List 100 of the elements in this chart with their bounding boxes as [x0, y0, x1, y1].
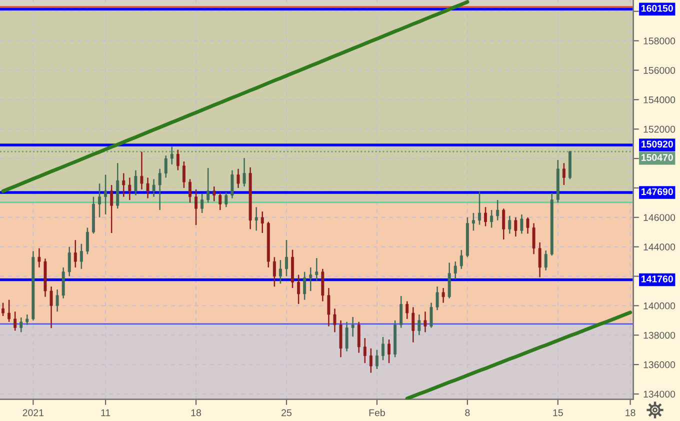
candlestick: [164, 154, 168, 178]
candlestick: [514, 216, 518, 238]
candlestick: [496, 199, 500, 221]
x-tick-label: Feb: [369, 409, 385, 416]
candlestick: [303, 271, 306, 300]
line-series: [405, 310, 632, 400]
candlestick: [200, 193, 204, 214]
x-tick-label: 18: [626, 409, 636, 416]
candlestick: [357, 321, 360, 354]
x-tick-label: 25: [282, 409, 292, 416]
candlestick: [272, 256, 276, 288]
candlestick: [309, 266, 312, 292]
candlestick: [74, 239, 77, 268]
ref-line-label: 160150: [642, 4, 673, 12]
candlestick: [230, 170, 234, 199]
candlestick: [152, 178, 156, 198]
candlestick: [538, 242, 542, 278]
candlestick: [62, 266, 65, 299]
candlestick: [224, 192, 228, 208]
candlestick: [170, 146, 174, 166]
candlestick: [110, 184, 114, 234]
candlestick: [8, 299, 11, 323]
candlestick: [254, 206, 258, 232]
y-tick-label: 136000: [644, 361, 676, 368]
candlestick: [345, 321, 348, 352]
candlestick: [351, 316, 354, 338]
candlestick: [333, 308, 336, 333]
candlestick: [436, 286, 439, 311]
candlestick: [104, 174, 108, 216]
candlestick: [400, 295, 403, 328]
y-tick-label: 144000: [644, 244, 676, 250]
candlestick: [484, 206, 488, 227]
candlestick: [218, 192, 222, 211]
candlestick: [14, 310, 17, 332]
ref-line-label: 150470: [642, 154, 673, 161]
candlestick: [454, 260, 457, 280]
candlestick: [122, 172, 126, 198]
candlestick: [134, 170, 138, 196]
candlestick: [140, 151, 144, 190]
candlestick: [297, 274, 300, 305]
candlestick: [460, 249, 463, 270]
candlestick: [430, 302, 433, 328]
candlestick: [188, 178, 192, 204]
candlestick: [363, 337, 366, 364]
candlestick: [375, 349, 378, 370]
candlestick: [321, 268, 324, 302]
candlestick: [490, 209, 494, 228]
candlestick: [176, 149, 180, 171]
candlestick: [532, 222, 536, 255]
candlestick: [260, 210, 264, 234]
candlestick: [544, 250, 548, 271]
candlestick: [236, 168, 240, 189]
candlestick: [418, 314, 421, 336]
line-series: [1, 0, 470, 193]
candlestick: [315, 258, 318, 282]
candlestick: [2, 302, 4, 317]
candlestick: [339, 320, 342, 358]
x-tick-label: 2021: [22, 409, 44, 416]
candlestick: [382, 336, 384, 361]
ref-line-label: 147690: [642, 188, 673, 196]
candlestick: [20, 316, 23, 333]
candlestick: [442, 287, 445, 304]
candlestick: [98, 182, 101, 218]
candlestick: [508, 215, 512, 234]
x-tick-label: 18: [191, 409, 202, 416]
y-tick-label: 156000: [644, 66, 676, 74]
ref-line-label: 150920: [642, 140, 673, 148]
candlestick: [278, 259, 282, 284]
candlestick: [406, 300, 409, 320]
candlestick: [412, 306, 415, 343]
ref-line-label: 141760: [642, 276, 673, 282]
y-tick-label: 152000: [644, 126, 676, 133]
y-tick-label: 134000: [644, 390, 676, 398]
candlestick: [86, 227, 89, 255]
candlestick: [68, 246, 71, 277]
candlestick: [478, 190, 481, 226]
y-tick-label: 146000: [644, 214, 676, 222]
candlestick: [242, 157, 246, 188]
candlestick: [448, 262, 451, 299]
candlestick: [285, 239, 288, 277]
candlestick: [80, 243, 83, 270]
y-tick-label: 138000: [644, 332, 676, 339]
candlestick: [212, 186, 216, 202]
candlestick: [146, 177, 150, 199]
candlestick: [38, 248, 41, 268]
candlestick: [26, 314, 29, 326]
candlestick: [182, 160, 186, 189]
candlestick: [526, 216, 530, 234]
candlestick: [327, 287, 330, 327]
candlestick: [520, 214, 524, 234]
x-tick-label: 8: [465, 409, 470, 416]
candlestick: [424, 310, 427, 333]
y-tick-label: 158000: [644, 38, 676, 44]
candlestick: [50, 286, 53, 329]
candlestick: [194, 188, 198, 226]
candlestick: [158, 168, 162, 211]
candlestick: [206, 167, 210, 204]
candlestick: [369, 348, 372, 374]
candlestick: [128, 177, 132, 201]
y-tick-label: 140000: [644, 302, 676, 310]
